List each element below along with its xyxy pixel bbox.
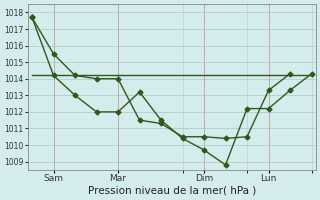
X-axis label: Pression niveau de la mer( hPa ): Pression niveau de la mer( hPa ) <box>88 186 256 196</box>
